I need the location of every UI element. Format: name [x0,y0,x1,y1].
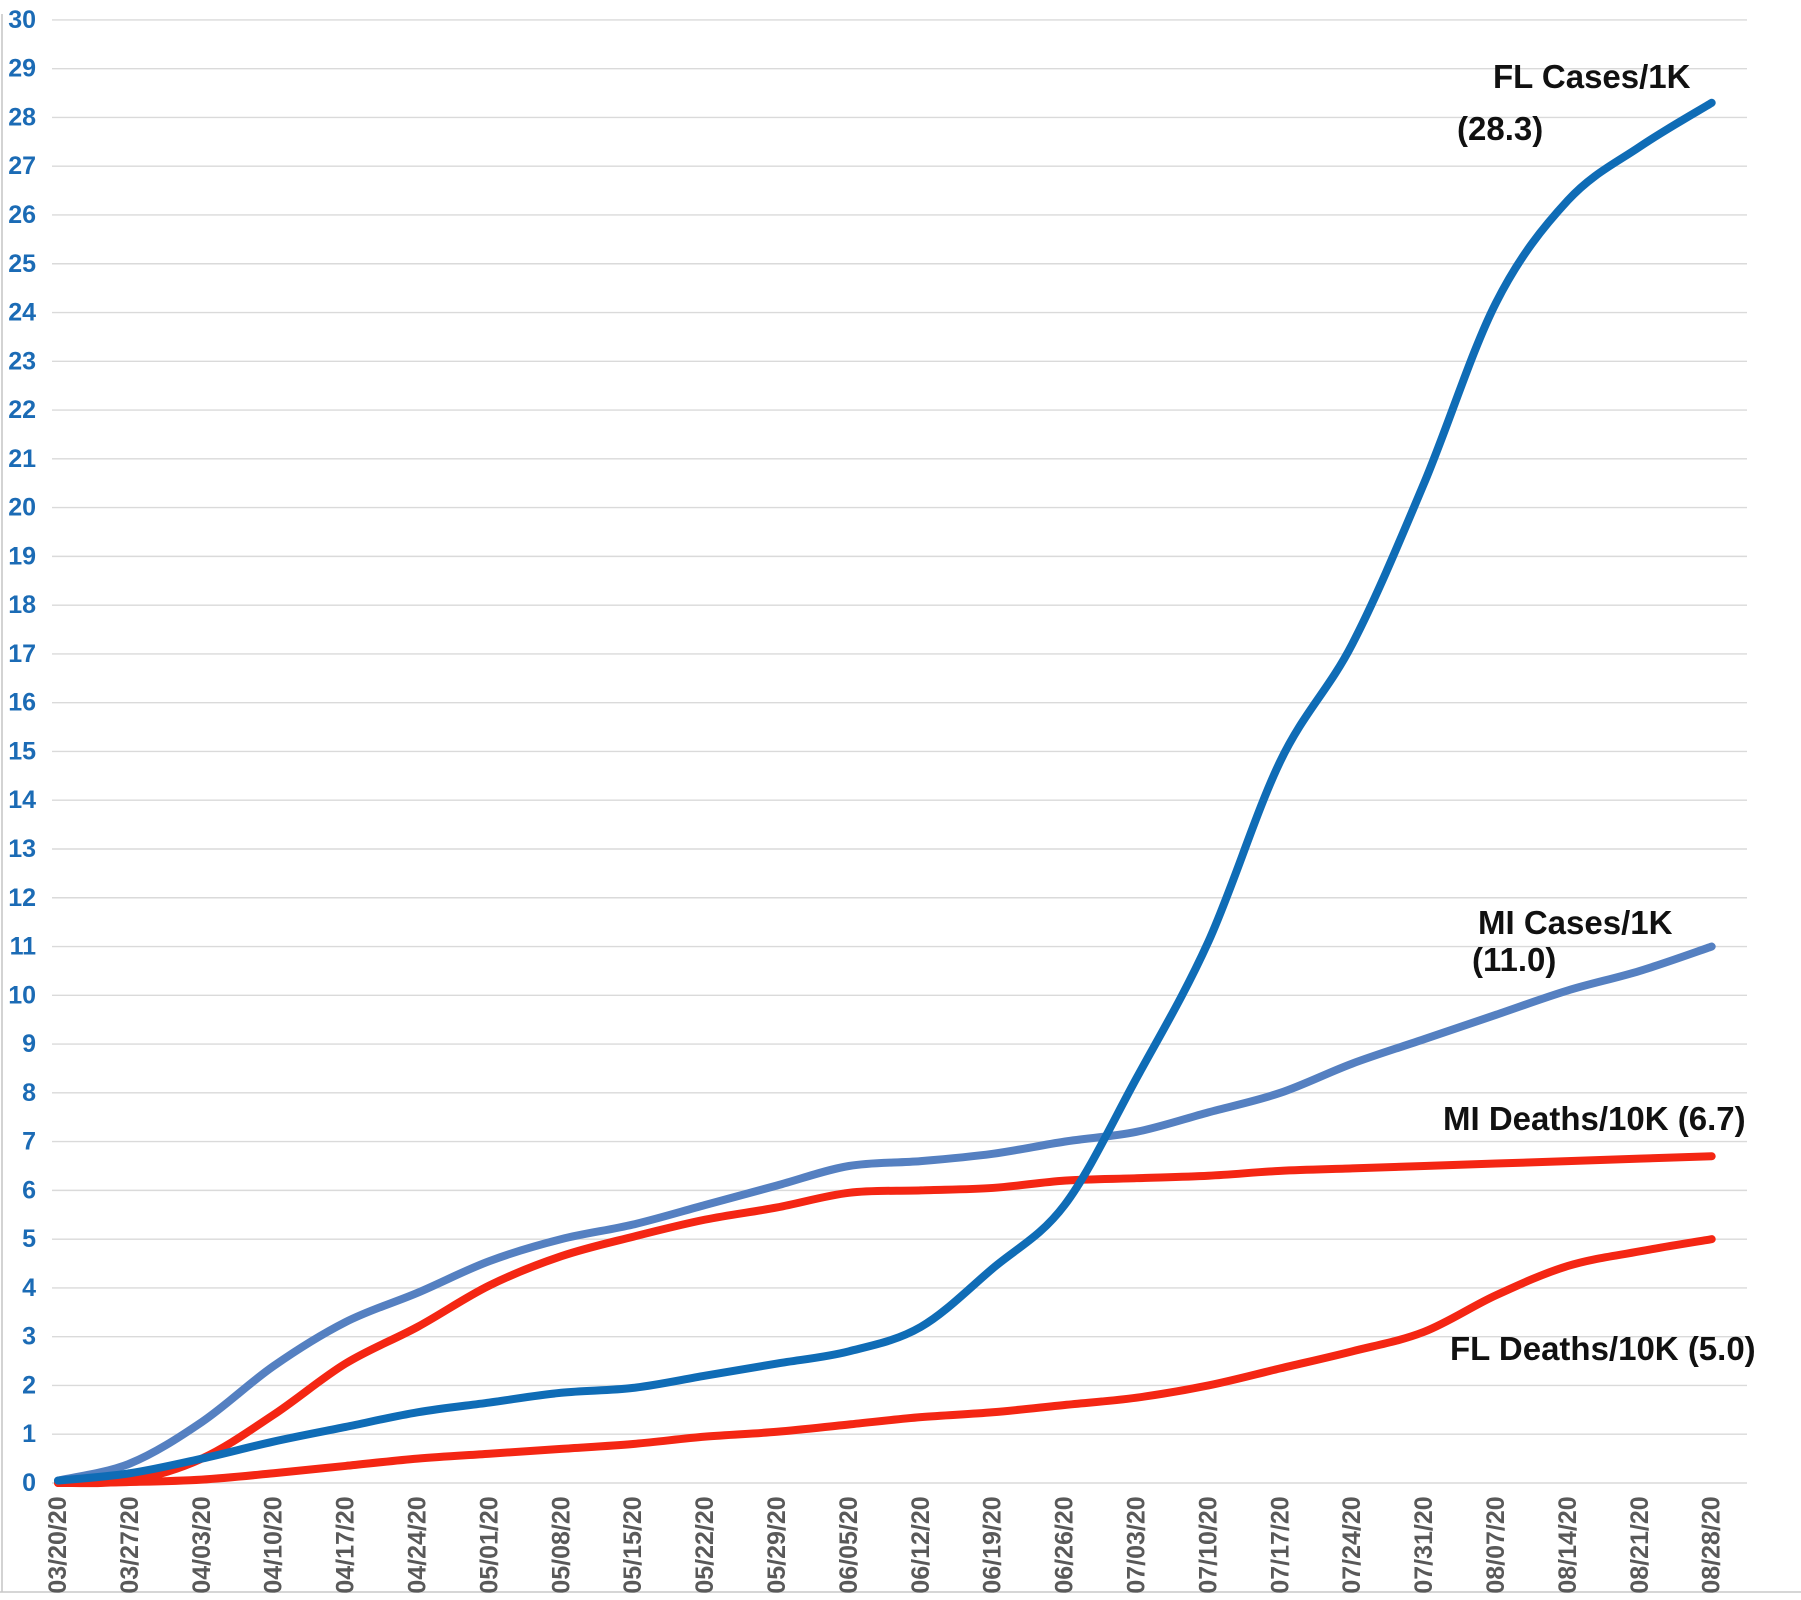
annotation-fl-deaths: FL Deaths/10K (5.0) [1450,1330,1756,1367]
y-tick-label: 30 [8,6,36,34]
y-tick-label: 24 [8,299,36,327]
x-tick-label: 08/28/20 [1698,1496,1726,1593]
x-tick-label: 04/24/20 [404,1496,432,1593]
y-tick-label: 23 [8,347,36,375]
x-tick-label: 05/22/20 [691,1496,719,1593]
series-line-mi-deaths [54,1152,1716,1488]
y-tick-label: 29 [8,55,36,83]
y-tick-label: 3 [22,1323,36,1351]
x-tick-label: 06/26/20 [1051,1496,1079,1593]
y-tick-label: 12 [8,884,36,912]
x-tick-label: 07/03/20 [1123,1496,1151,1593]
annotation-mi-cases-value: (11.0) [1472,941,1557,978]
x-tick-label: 05/15/20 [619,1496,647,1593]
y-tick-label: 13 [8,835,36,863]
y-tick-label: 5 [22,1225,36,1253]
y-tick-label: 26 [8,201,36,229]
x-tick-label: 05/29/20 [763,1496,791,1593]
x-tick-label: 05/08/20 [547,1496,575,1593]
y-tick-label: 1 [22,1420,36,1448]
x-tick-label: 04/10/20 [260,1496,288,1593]
x-tick-label: 08/21/20 [1626,1496,1654,1593]
x-tick-label: 06/19/20 [979,1496,1007,1593]
x-tick-label: 04/03/20 [188,1496,216,1593]
x-tick-label: 08/14/20 [1554,1496,1582,1593]
x-tick-label: 07/24/20 [1338,1496,1366,1593]
y-tick-label: 22 [8,396,36,424]
y-tick-label: 8 [22,1079,36,1107]
y-tick-label: 6 [22,1176,36,1204]
y-tick-label: 17 [8,640,36,668]
annotation-fl-cases-value: (28.3) [1457,110,1544,147]
y-tick-label: 7 [22,1128,36,1156]
y-tick-label: 19 [8,542,36,570]
y-tick-label: 11 [10,933,37,961]
x-tick-label: 06/12/20 [907,1496,935,1593]
y-tick-label: 0 [22,1469,36,1497]
y-tick-label: 27 [8,152,36,180]
y-tick-label: 16 [8,689,36,717]
x-tick-label: 07/10/20 [1194,1496,1222,1593]
x-tick-label: 03/27/20 [116,1496,144,1593]
x-tick-label: 08/07/20 [1482,1496,1510,1593]
annotation-mi-cases-label: MI Cases/1K [1478,904,1673,941]
y-tick-label: 2 [22,1371,36,1399]
y-tick-label: 4 [22,1274,36,1302]
y-tick-label: 9 [22,1030,36,1058]
y-tick-label: 10 [8,981,36,1009]
x-tick-label: 07/17/20 [1266,1496,1294,1593]
series-line-fl-cases [54,98,1716,1485]
y-tick-label: 18 [8,591,36,619]
annotation-mi-deaths: MI Deaths/10K (6.7) [1443,1100,1746,1137]
x-tick-label: 07/31/20 [1410,1496,1438,1593]
y-tick-label: 15 [8,737,36,765]
y-tick-label: 20 [8,494,36,522]
x-tick-label: 06/05/20 [835,1496,863,1593]
annotation-fl-cases-label: FL Cases/1K [1493,58,1691,95]
x-tick-label: 04/17/20 [332,1496,360,1593]
x-tick-label: 03/20/20 [44,1496,72,1593]
series-line-fl-deaths [54,1235,1716,1487]
y-tick-label: 21 [8,445,36,473]
y-tick-label: 14 [8,786,36,814]
y-tick-label: 28 [8,103,36,131]
x-tick-label: 05/01/20 [475,1496,503,1593]
y-tick-label: 25 [8,250,36,278]
series-line-mi-cases [54,942,1716,1485]
